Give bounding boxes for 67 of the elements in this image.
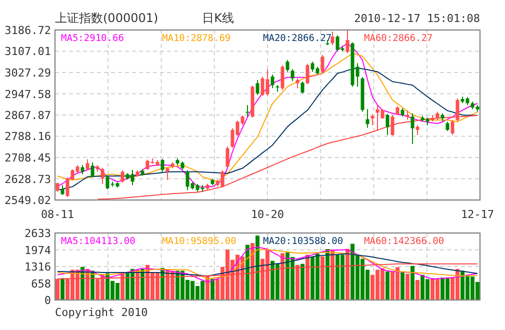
candlestick bbox=[290, 68, 294, 82]
text: MA10:2878.69 bbox=[162, 33, 231, 44]
y-tick-label: 2628.73 bbox=[4, 172, 51, 186]
candlestick bbox=[286, 60, 290, 72]
bar bbox=[210, 278, 214, 300]
candlestick bbox=[386, 113, 390, 136]
text: MA20:2866.27 bbox=[263, 33, 332, 44]
series-label: MA60:142366.00 bbox=[364, 236, 444, 247]
bar bbox=[416, 280, 420, 300]
candlestick bbox=[330, 31, 334, 46]
x-tick-label: 10-20 bbox=[250, 208, 284, 221]
candlestick bbox=[300, 81, 304, 94]
x-tick-label: 12-17 bbox=[460, 208, 494, 221]
bar bbox=[410, 266, 414, 300]
candlestick bbox=[56, 182, 60, 192]
text: MA60:2866.27 bbox=[364, 33, 433, 44]
candlestick bbox=[366, 108, 370, 128]
bar bbox=[326, 249, 330, 300]
candlestick bbox=[120, 170, 124, 184]
candlestick bbox=[410, 112, 414, 145]
text: 2010-12-17 15:01:08 bbox=[354, 12, 480, 25]
chart-title: 上证指数(000001) bbox=[55, 11, 158, 25]
candlestick bbox=[416, 124, 420, 136]
y-tick-label: 1316 bbox=[24, 260, 51, 274]
bar bbox=[60, 278, 64, 300]
candlestick bbox=[296, 78, 300, 89]
candlestick bbox=[80, 164, 84, 175]
series-label: MA10:95895.00 bbox=[162, 236, 237, 247]
y-tick-label: 0 bbox=[44, 294, 51, 307]
series-label: MA20:103588.00 bbox=[263, 236, 344, 247]
bar bbox=[400, 272, 404, 300]
y-tick-label: 2788.16 bbox=[4, 130, 51, 144]
text: MA5:104113.00 bbox=[61, 236, 136, 247]
candlestick bbox=[280, 64, 284, 90]
y-tick-label: 3027.29 bbox=[4, 66, 51, 80]
text: MA5:2910.66 bbox=[61, 33, 124, 44]
bar bbox=[386, 272, 390, 300]
candlestick bbox=[320, 54, 324, 74]
y-tick-label: 658 bbox=[31, 277, 51, 290]
bar bbox=[406, 274, 410, 300]
candlestick bbox=[90, 162, 94, 178]
candlestick bbox=[270, 74, 274, 89]
bar bbox=[256, 236, 260, 300]
y-tick-label: 3107.01 bbox=[4, 45, 51, 58]
y-tick-label: 2708.45 bbox=[4, 152, 51, 164]
bar bbox=[300, 264, 304, 300]
candlestick bbox=[160, 158, 164, 172]
candlestick bbox=[256, 80, 260, 96]
y-tick-label: 3186.72 bbox=[4, 24, 51, 37]
y-tick-label: 2947.58 bbox=[4, 88, 51, 101]
y-tick-label: 1974 bbox=[24, 244, 52, 257]
candlestick bbox=[246, 104, 250, 118]
text: Copyright 2010 bbox=[55, 306, 148, 319]
x-tick-label: 08-11 bbox=[40, 208, 74, 221]
y-tick-label: 2633 bbox=[24, 227, 51, 240]
y-tick-label: 2549.02 bbox=[4, 194, 51, 207]
candlestick bbox=[306, 63, 310, 85]
candlestick bbox=[346, 30, 350, 54]
candlestick bbox=[226, 146, 230, 168]
candlestick bbox=[60, 184, 64, 196]
bar bbox=[246, 244, 250, 300]
y-tick-label: 2867.87 bbox=[4, 109, 51, 122]
candlestick bbox=[450, 120, 454, 136]
candlestick bbox=[86, 158, 90, 171]
chart-subtitle: 日K线 bbox=[202, 11, 234, 25]
candlestick bbox=[370, 114, 374, 126]
candlestick bbox=[446, 121, 450, 132]
